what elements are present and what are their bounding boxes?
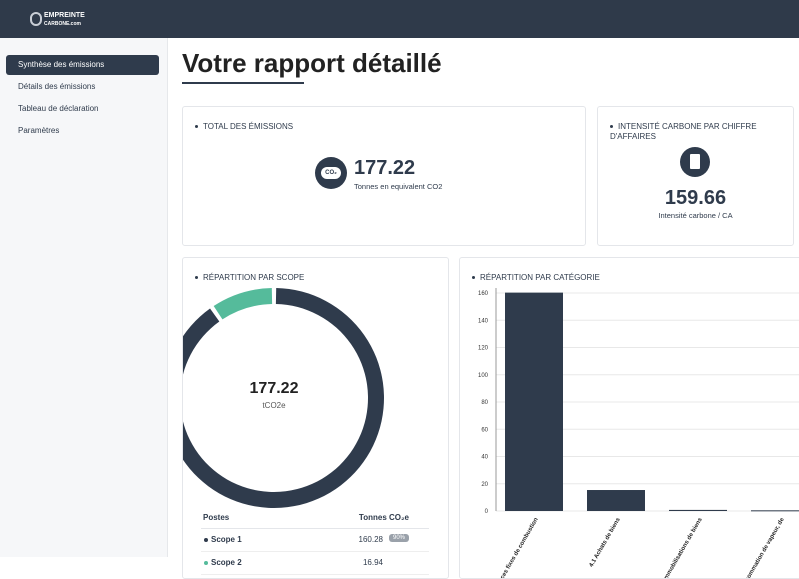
bar <box>669 509 727 511</box>
card-title: INTENSITÉ CARBONE PAR CHIFFRE D'AFFAIRES <box>610 122 760 142</box>
y-tick-label: 160 <box>478 291 489 297</box>
donut-total: 177.22 <box>250 380 299 397</box>
header: EMPREINTE CARBONE.com <box>0 0 799 38</box>
menu-item[interactable]: Synthèse des émissions <box>6 55 159 75</box>
y-tick-label: 80 <box>481 400 488 406</box>
x-tick-label: 4.2 Immobilisations de biens <box>658 516 704 578</box>
page-title: Votre rapport détaillé <box>182 48 442 78</box>
y-tick-label: 60 <box>481 427 488 433</box>
category-card: RÉPARTITION PAR CATÉGORIE 0 20 40 60 80 100 12… <box>459 257 799 579</box>
donut-segment <box>183 288 384 508</box>
bar <box>505 292 563 511</box>
donut-unit: tCO2e <box>262 401 286 410</box>
row-dot <box>204 538 208 542</box>
title-underline <box>182 82 304 84</box>
logo-subtext: CARBONE.com <box>44 21 81 27</box>
intensity-card: INTENSITÉ CARBONE PAR CHIFFRE D'AFFAIRES… <box>597 106 794 246</box>
donut-chart: 177.22 tCO2e <box>183 288 384 508</box>
intensity-unit: Intensité carbone / CA <box>658 211 733 220</box>
bar <box>751 510 799 512</box>
co2-icon: CO₂ <box>315 157 347 189</box>
row-value: 16.94 <box>362 558 383 567</box>
y-tick-label: 20 <box>481 482 488 488</box>
card-title: RÉPARTITION PAR SCOPE <box>195 273 304 282</box>
row-name: Scope 2 <box>211 558 242 567</box>
menu-item[interactable]: Paramètres <box>18 126 60 135</box>
column-header: Tonnes CO₂e <box>358 513 409 522</box>
column-header: Postes <box>203 513 230 522</box>
clipboard-icon <box>680 147 710 177</box>
table-row: Scope 1 160.28 90% <box>201 529 429 552</box>
scope-card: RÉPARTITION PAR SCOPE 177.22 tCO2e Poste… <box>182 257 449 579</box>
bar <box>587 490 645 511</box>
logo-text: EMPREINTE <box>44 12 85 19</box>
y-tick-label: 140 <box>478 318 489 324</box>
page: EMPREINTE CARBONE.com Synthèse des émiss… <box>0 0 799 557</box>
card-title: RÉPARTITION PAR CATÉGORIE <box>472 273 600 282</box>
clipboard <box>690 154 700 169</box>
row-value: 160.28 <box>358 535 383 544</box>
sidebar: Synthèse des émissions Détails des émissi… <box>0 38 168 557</box>
menu-item[interactable]: Détails des émissions <box>18 82 96 91</box>
menu-item[interactable]: Tableau de déclaration <box>18 104 99 113</box>
x-tick-label: 2.2 Consommation de vapeur, de <box>734 516 786 578</box>
x-tick-label: 4.1 Achats de biens <box>589 516 622 568</box>
row-name: Scope 1 <box>211 535 242 544</box>
y-tick-label: 120 <box>478 346 489 352</box>
x-tick-label: 1.1 Sources fixes de combustion <box>488 517 540 578</box>
total-value: 177.22 <box>354 157 416 179</box>
y-tick-label: 0 <box>485 509 489 515</box>
y-tick-label: 100 <box>478 373 489 379</box>
table-row: Scope 2 16.94 <box>201 552 429 575</box>
total-card: TOTAL DES ÉMISSIONS CO₂ 177.22 Tonnes en… <box>182 106 586 246</box>
donut-segment <box>213 288 273 320</box>
table-header: Postes Tonnes CO₂e <box>201 508 429 529</box>
bar-chart: 0 20 40 60 80 100 120 140 160 1.1 Sources fixes d… <box>478 288 799 578</box>
row-share: 90% <box>388 534 409 542</box>
total-unit: Tonnes en equivalent CO2 <box>354 182 443 191</box>
row-dot <box>204 561 208 565</box>
logo-icon <box>30 12 42 26</box>
y-tick-label: 40 <box>481 455 488 461</box>
scope-table: Postes Tonnes CO₂e Scope 1 160.28 90% Scope 2… <box>201 508 429 575</box>
intensity-value: 159.66 <box>664 187 727 209</box>
co2-label: CO₂ <box>321 167 341 179</box>
card-title: TOTAL DES ÉMISSIONS <box>195 122 293 131</box>
